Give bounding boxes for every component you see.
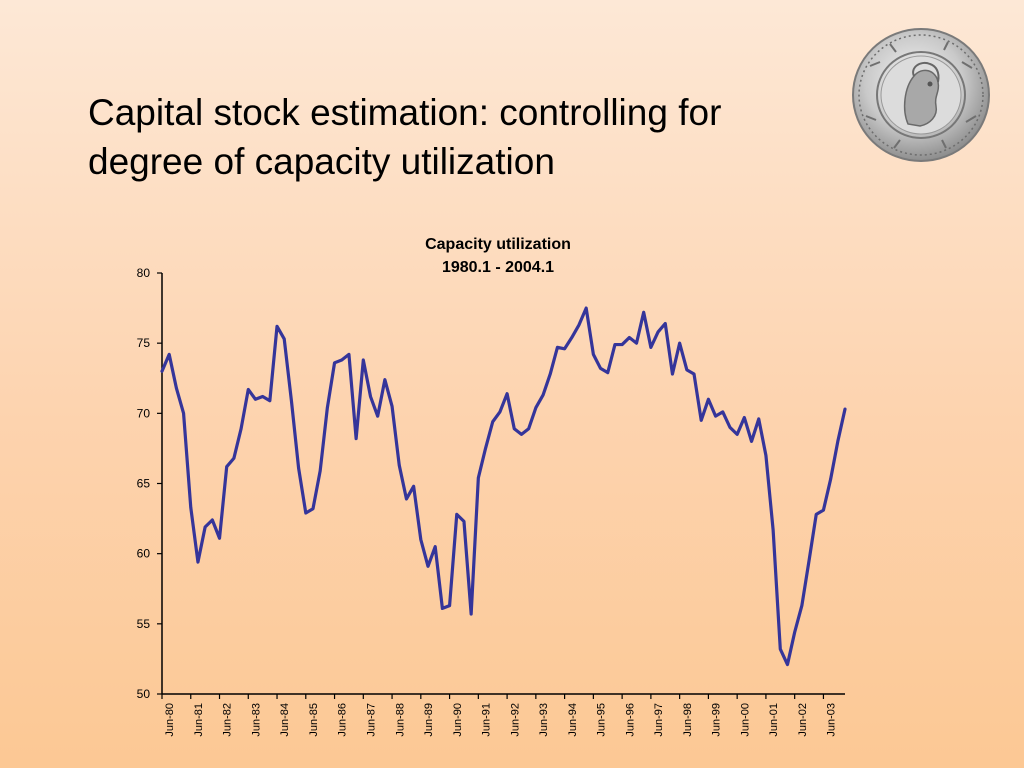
x-tick-label: Jun-01 [768,703,780,737]
x-tick-label: Jun-91 [481,703,493,737]
slide-title-line-1: Capital stock estimation: controlling fo… [88,92,722,133]
chart-title: Capacity utilization [425,236,571,253]
x-tick-label: Jun-95 [596,703,608,737]
x-tick-label: Jun-89 [423,703,435,737]
x-tick-label: Jun-99 [711,703,723,737]
x-tick-label: Jun-90 [452,703,464,737]
y-tick-label: 75 [137,336,151,350]
x-tick-label: Jun-02 [797,703,809,737]
x-tick-label: Jun-96 [624,703,636,737]
series-line [160,306,847,667]
y-tick-label: 80 [137,266,151,280]
x-tick-label: Jun-84 [279,703,291,737]
x-tick-label: Jun-98 [682,703,694,737]
x-tick-label: Jun-86 [337,703,349,737]
x-tick-label: Jun-03 [826,703,838,737]
x-tick-label: Jun-88 [394,703,406,737]
slide-title-line-2: degree of capacity utilization [88,141,555,182]
x-tick-label: Jun-87 [365,703,377,737]
chart-subtitle: 1980.1 - 2004.1 [442,259,554,276]
y-tick-label: 65 [137,477,151,491]
x-tick-label: Jun-82 [222,703,234,737]
x-tick-label: Jun-93 [538,703,550,737]
x-tick-label: Jun-94 [567,703,579,737]
x-tick-label: Jun-83 [250,703,262,737]
coin-seal-icon [852,28,990,162]
x-tick-label: Jun-00 [739,703,751,737]
x-tick-label: Jun-97 [653,703,665,737]
x-tick-label: Jun-81 [193,703,205,737]
y-tick-label: 50 [137,687,151,701]
y-tick-label: 70 [137,406,151,420]
x-tick-label: Jun-92 [509,703,521,737]
y-tick-label: 60 [137,547,151,561]
x-tick-label: Jun-85 [308,703,320,737]
y-tick-label: 55 [137,617,151,631]
x-tick-label: Jun-80 [164,703,176,737]
slide-title: Capital stock estimation: controlling fo… [88,88,808,186]
